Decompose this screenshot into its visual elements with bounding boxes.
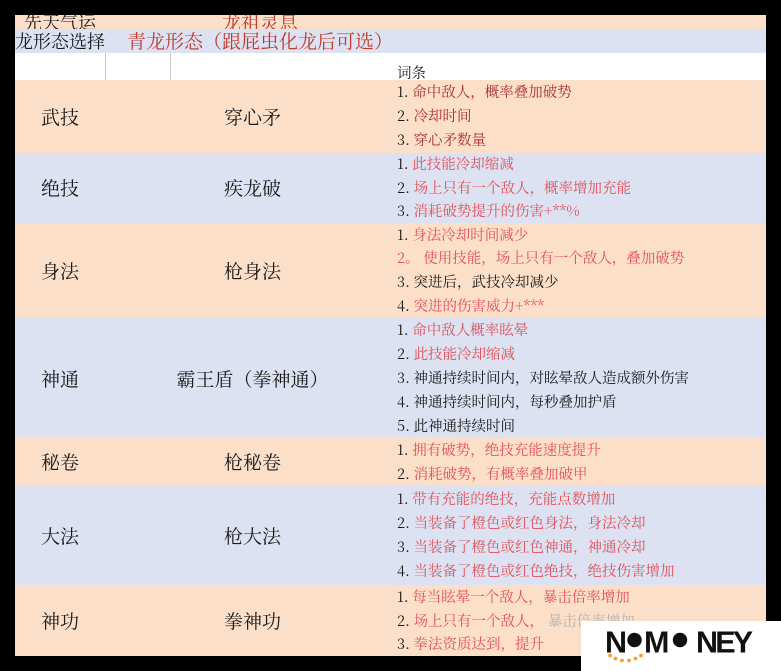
svg-text:N: N [605,626,626,660]
svg-text:NEY: NEY [696,626,753,660]
svg-text:M: M [644,626,668,660]
